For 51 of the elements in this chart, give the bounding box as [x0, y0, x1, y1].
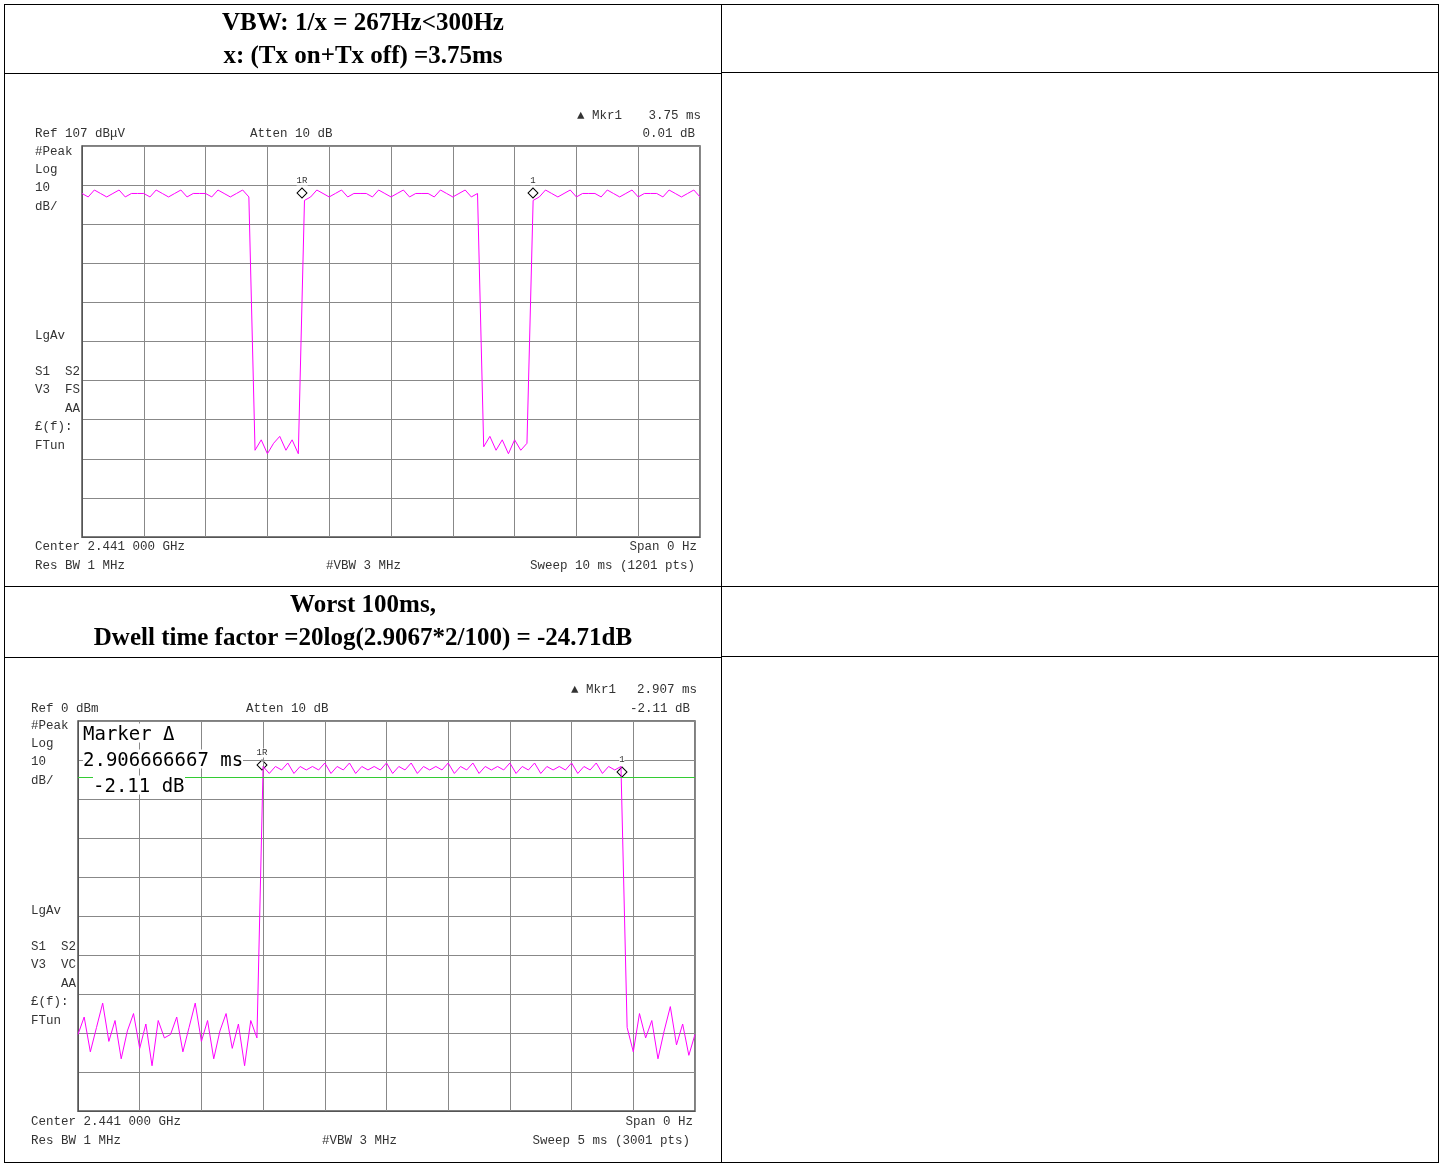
- text: Marker Δ: [83, 721, 175, 744]
- text: FTun: [31, 1013, 62, 1028]
- text: Ref 107 dBμV: [35, 126, 126, 141]
- text: LgAv: [31, 903, 62, 918]
- annotation: -2.11 dB: [93, 773, 185, 796]
- chart-subtitle: x: (Tx on+Tx off) =3.75ms: [222, 41, 504, 69]
- text: Log: [35, 162, 58, 177]
- chart-subtitle: Dwell time factor =20log(2.9067*2/100) = -24.71dB: [92, 623, 634, 651]
- text: Res BW 1 MHz: [35, 558, 126, 573]
- text: AA: [64, 401, 80, 416]
- text: S1 S2: [35, 364, 81, 379]
- text: AA: [60, 976, 76, 991]
- text: dB/: [31, 773, 54, 788]
- text: ▲ Mkr1: [577, 108, 623, 123]
- text: V3 FS: [35, 382, 81, 397]
- text: Log: [31, 736, 54, 751]
- text: S1 S2: [31, 939, 77, 954]
- text: FTun: [35, 438, 66, 453]
- text: Center 2.441 000 GHz: [31, 1114, 182, 1129]
- text: £(f):: [31, 994, 69, 1009]
- text: LgAv: [35, 328, 66, 343]
- text: -2.11 dB: [629, 701, 690, 716]
- text: Center 2.441 000 GHz: [35, 539, 186, 554]
- chart-title: Worst 100ms,: [289, 590, 437, 618]
- annotation: 1: [619, 754, 625, 765]
- text: 10: [31, 754, 47, 769]
- text: Span 0 Hz: [625, 1114, 693, 1129]
- text: #Peak: [35, 144, 73, 159]
- text: dB/: [35, 199, 58, 214]
- text: Sweep 10 ms (1201 pts): [529, 558, 695, 573]
- text: Atten 10 dB: [246, 701, 329, 716]
- text: 1: [530, 175, 536, 186]
- text: #VBW 3 MHz: [326, 558, 402, 573]
- text: #VBW 3 MHz: [322, 1133, 398, 1148]
- text: 1R: [296, 175, 308, 186]
- text: Sweep 5 ms (3001 pts): [532, 1133, 690, 1148]
- text: 10: [35, 180, 51, 195]
- text: #Peak: [31, 718, 69, 733]
- chart-title: VBW: 1/x = 267Hz<300Hz: [221, 8, 505, 36]
- text: ▲ Mkr1: [571, 682, 617, 697]
- text: V3 VC: [31, 957, 77, 972]
- text: 2.907 ms: [636, 682, 697, 697]
- text: Atten 10 dB: [250, 126, 333, 141]
- text: Ref 0 dBm: [31, 701, 99, 716]
- text: 0.01 dB: [642, 126, 695, 141]
- text: £(f):: [35, 419, 73, 434]
- text: 1R: [256, 747, 268, 758]
- text: Res BW 1 MHz: [31, 1133, 122, 1148]
- text: Span 0 Hz: [629, 539, 697, 554]
- annotation: 2.906666667 ms: [83, 747, 244, 770]
- text: 3.75 ms: [648, 108, 701, 123]
